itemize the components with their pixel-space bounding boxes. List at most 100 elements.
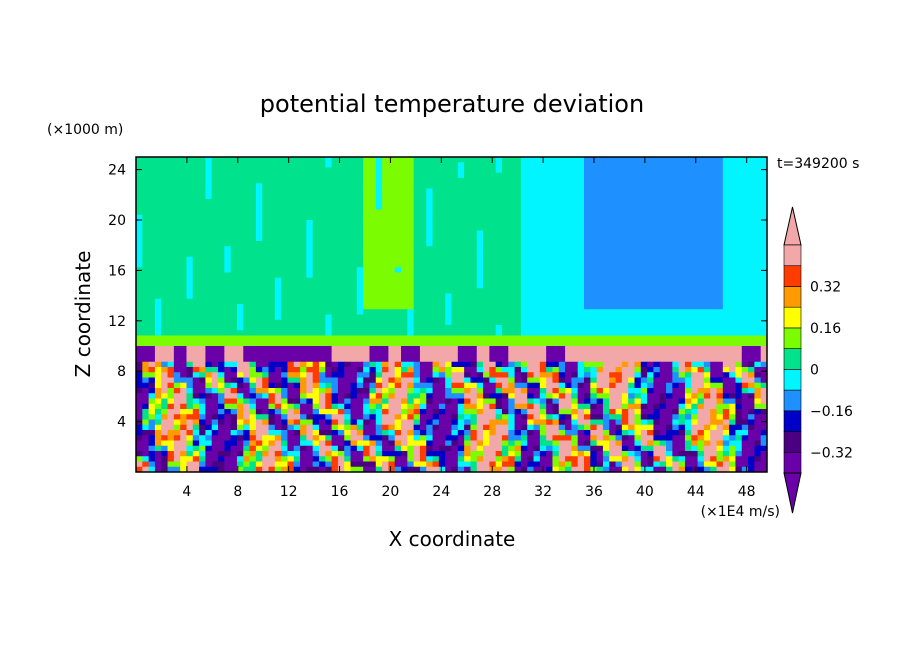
heatmap-cell (501, 193, 509, 200)
heatmap-cell (539, 330, 547, 337)
heatmap-cell (533, 172, 541, 179)
heatmap-cell (255, 377, 263, 384)
heatmap-cell (647, 178, 655, 184)
heatmap-cell (457, 199, 465, 205)
heatmap-cell (483, 230, 490, 237)
heatmap-cell (722, 293, 730, 300)
heatmap-cell (539, 351, 547, 358)
heatmap-cell (281, 361, 289, 368)
heatmap-cell (584, 356, 591, 363)
heatmap-cell (533, 246, 541, 253)
heatmap-cell (350, 330, 358, 337)
heatmap-cell (659, 209, 667, 216)
heatmap-cell (337, 372, 345, 379)
heatmap-cell (268, 277, 276, 284)
heatmap-cell (331, 356, 339, 363)
heatmap-cell (262, 382, 270, 389)
heatmap-cell (640, 235, 648, 242)
heatmap-cell (703, 167, 711, 174)
heatmap-cell (539, 382, 547, 389)
heatmap-cell (186, 309, 194, 316)
heatmap-cell (211, 298, 219, 305)
heatmap-cell (306, 330, 314, 337)
heatmap-cell (325, 361, 333, 368)
heatmap-cell (432, 277, 440, 284)
heatmap-cell (634, 157, 642, 163)
heatmap-cell (558, 388, 566, 394)
heatmap-cell (584, 199, 591, 205)
heatmap-cell (211, 193, 219, 200)
heatmap-cell (748, 298, 755, 305)
heatmap-cell (716, 403, 724, 410)
heatmap-cell (161, 162, 169, 169)
heatmap-cell (300, 204, 307, 211)
heatmap-cell (249, 388, 257, 394)
heatmap-cell (325, 414, 333, 421)
heatmap-cell (514, 377, 522, 384)
heatmap-cell (445, 272, 453, 279)
heatmap-cell (300, 309, 307, 316)
heatmap-cell (703, 241, 711, 247)
heatmap-cell (577, 409, 585, 415)
heatmap-cell (754, 304, 762, 310)
heatmap-cell (470, 356, 478, 363)
heatmap-cell (672, 298, 680, 305)
heatmap-cell (476, 178, 484, 184)
heatmap-cell (470, 272, 478, 279)
heatmap-cell (249, 335, 257, 342)
heatmap-cell (666, 325, 673, 331)
heatmap-cell (678, 388, 686, 394)
heatmap-cell (375, 314, 383, 321)
heatmap-cell (615, 204, 623, 211)
heatmap-cell (489, 319, 497, 326)
heatmap-cell (729, 193, 737, 200)
heatmap-cell (464, 178, 472, 184)
heatmap-cell (520, 204, 528, 211)
heatmap-cell (748, 267, 755, 274)
heatmap-cell (180, 167, 188, 174)
heatmap-cell (148, 293, 156, 300)
heatmap-cell (432, 309, 440, 316)
heatmap-cell (602, 167, 610, 174)
heatmap-cell (634, 246, 642, 253)
heatmap-cell (180, 372, 188, 379)
heatmap-cell (173, 409, 181, 415)
heatmap-cell (426, 372, 434, 379)
heatmap-cell (571, 272, 579, 279)
heatmap-cell (218, 277, 225, 284)
heatmap-cell (647, 314, 655, 321)
heatmap-cell (180, 330, 188, 337)
heatmap-cell (369, 372, 377, 379)
heatmap-cell (173, 340, 181, 347)
heatmap-cell (621, 330, 629, 337)
heatmap-cell (716, 209, 724, 216)
heatmap-cell (577, 188, 585, 195)
heatmap-cell (281, 230, 289, 237)
heatmap-cell (293, 178, 301, 184)
heatmap-cell (363, 178, 371, 184)
heatmap-cell (413, 241, 421, 247)
heatmap-cell (716, 262, 724, 268)
heatmap-cell (337, 214, 345, 221)
heatmap-cell (350, 340, 358, 347)
heatmap-cell (438, 193, 446, 200)
heatmap-cell (653, 372, 661, 379)
heatmap-cell (628, 256, 636, 263)
heatmap-cell (136, 251, 143, 258)
heatmap-cell (729, 214, 737, 221)
heatmap-cell (236, 251, 244, 258)
heatmap-cell (672, 225, 680, 232)
heatmap-cell (419, 346, 427, 352)
heatmap-cell (236, 346, 244, 352)
heatmap-cell (268, 356, 276, 363)
heatmap-cell (722, 298, 730, 305)
heatmap-cell (666, 251, 673, 258)
heatmap-cell (419, 256, 427, 263)
heatmap-cell (293, 403, 301, 410)
heatmap-cell (407, 230, 415, 237)
heatmap-cell (653, 277, 661, 284)
heatmap-cell (754, 309, 762, 316)
heatmap-cell (230, 346, 238, 352)
heatmap-cell (634, 298, 642, 305)
heatmap-cell (754, 382, 762, 389)
